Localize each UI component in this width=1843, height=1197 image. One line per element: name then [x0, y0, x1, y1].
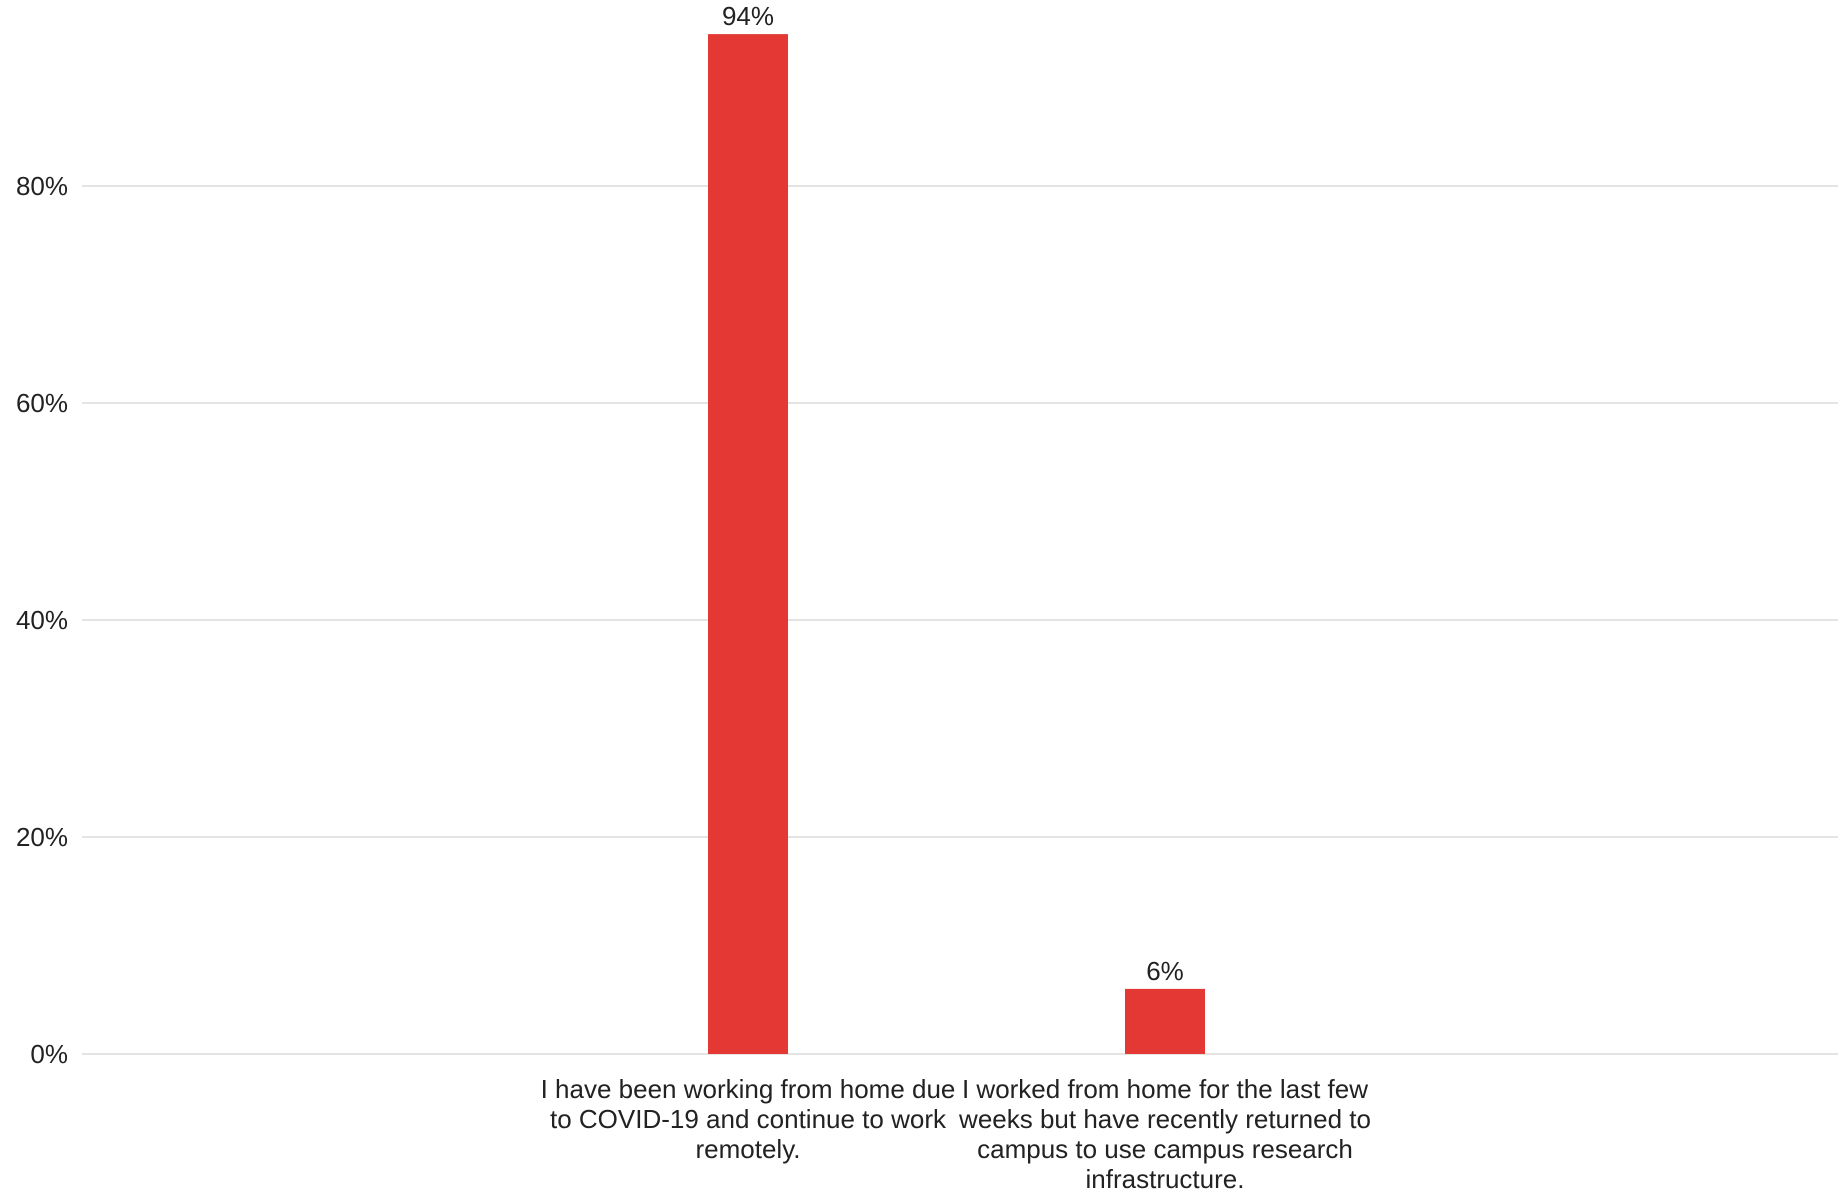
x-category-label: I worked from home for the last few week… [959, 1074, 1371, 1194]
y-tick-label: 80% [16, 171, 68, 201]
y-tick-label: 40% [16, 605, 68, 635]
bars [708, 34, 1205, 1055]
y-tick-label: 0% [30, 1039, 68, 1069]
data-labels: 94% 6% [722, 1, 1184, 986]
x-category-label: I have been working from home due to COV… [540, 1074, 956, 1164]
y-tick-label: 20% [16, 822, 68, 852]
y-axis-tick-labels: 0% 20% 40% 60% 80% [16, 171, 68, 1069]
bar-value-label: 6% [1146, 956, 1184, 986]
bar-1 [1125, 988, 1205, 1054]
gridlines [82, 185, 1838, 1055]
bar-0 [708, 34, 788, 1055]
y-tick-label: 60% [16, 388, 68, 418]
bar-value-label: 94% [722, 1, 774, 31]
